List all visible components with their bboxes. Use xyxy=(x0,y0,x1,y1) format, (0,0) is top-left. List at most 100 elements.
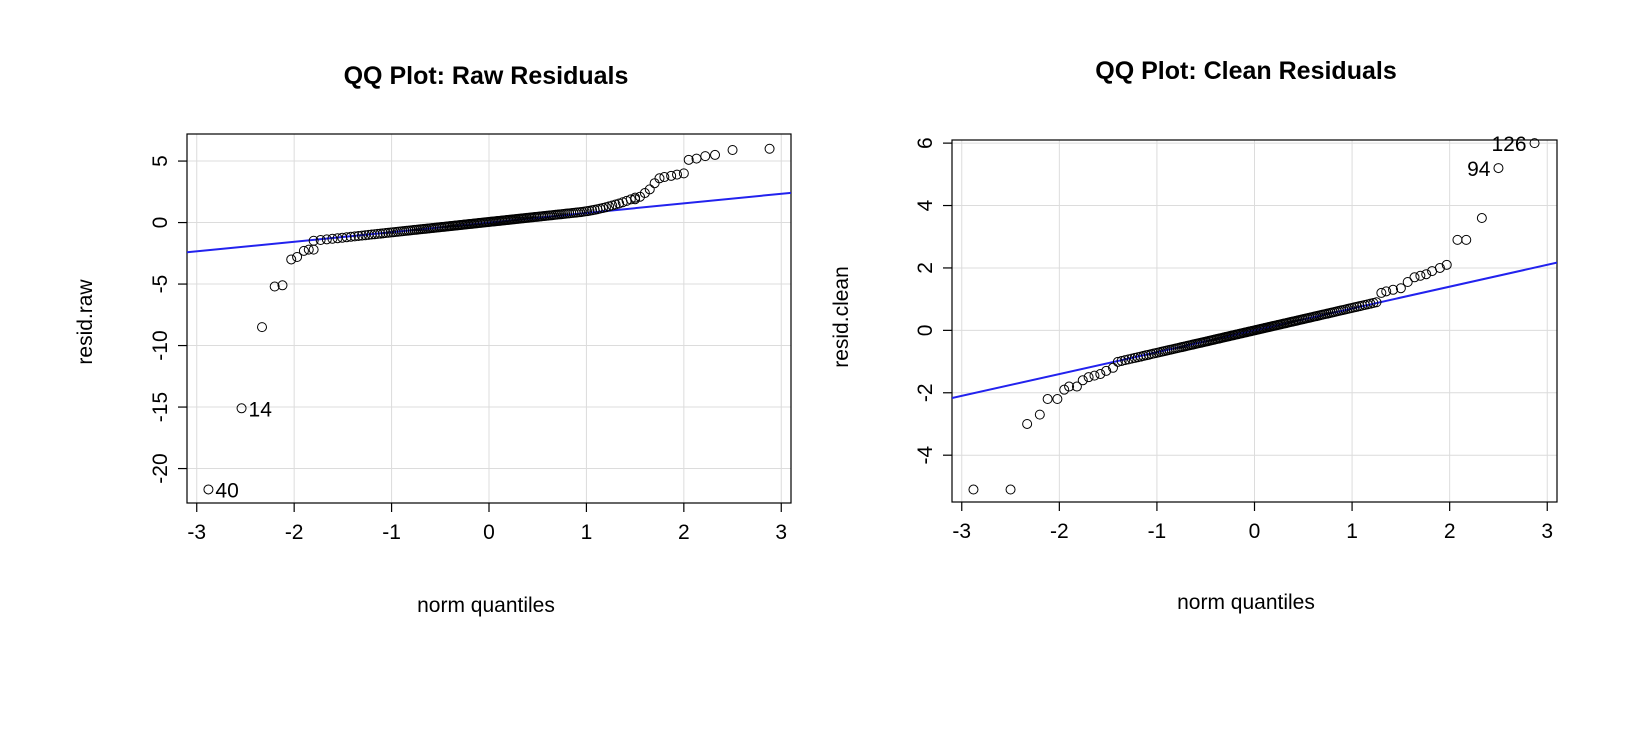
point-label: 40 xyxy=(215,479,238,502)
chart-clean-residuals: QQ Plot: Clean Residuals norm quantiles … xyxy=(830,57,1558,614)
data-point xyxy=(298,245,309,256)
data-point xyxy=(678,168,689,179)
data-point xyxy=(369,229,380,240)
data-point xyxy=(303,244,314,255)
data-point xyxy=(764,143,775,154)
data-point xyxy=(625,194,636,205)
data-point xyxy=(341,232,352,243)
x-tick-label: -2 xyxy=(285,521,304,544)
y-tick-label: -4 xyxy=(914,446,937,465)
data-point xyxy=(1415,270,1426,281)
data-point xyxy=(203,484,214,495)
data-point xyxy=(1434,262,1445,273)
data-point xyxy=(286,254,297,265)
y-tick-label: 4 xyxy=(914,199,937,211)
data-point xyxy=(372,228,383,239)
chart-raw-residuals: QQ Plot: Raw Residuals norm quantiles re… xyxy=(74,62,792,617)
data-point xyxy=(1409,272,1420,283)
data-point xyxy=(1071,381,1082,392)
x-tick-label: 1 xyxy=(581,521,593,544)
data-point xyxy=(1441,259,1452,270)
data-point xyxy=(349,231,360,242)
data-point xyxy=(666,170,677,181)
data-point xyxy=(1059,384,1070,395)
data-point xyxy=(968,484,979,495)
y-axis-label: resid.raw xyxy=(74,279,97,365)
x-tick-label: 1 xyxy=(1346,520,1358,543)
x-tick-label: 0 xyxy=(483,521,495,544)
y-tick-label: -20 xyxy=(149,453,172,483)
data-point xyxy=(292,252,303,262)
data-point xyxy=(1042,394,1053,405)
data-point xyxy=(1083,372,1094,383)
data-point xyxy=(277,280,288,291)
data-point xyxy=(672,169,683,180)
data-point xyxy=(727,144,738,155)
data-point xyxy=(1022,418,1033,429)
data-point xyxy=(1112,356,1123,367)
y-tick-label: 0 xyxy=(914,325,937,337)
data-point xyxy=(1052,394,1063,405)
y-tick-label: 5 xyxy=(149,155,172,167)
x-tick-label: 3 xyxy=(1541,520,1553,543)
data-point xyxy=(1395,283,1406,294)
data-point xyxy=(1452,234,1463,245)
data-point xyxy=(1476,213,1487,224)
data-point xyxy=(315,235,326,246)
data-point xyxy=(356,230,367,241)
y-tick-label: -15 xyxy=(149,392,172,422)
y-tick-label: 2 xyxy=(914,262,937,274)
x-tick-label: 3 xyxy=(775,521,787,544)
data-point xyxy=(375,228,386,239)
y-tick-label: 6 xyxy=(914,137,937,149)
data-point xyxy=(683,154,694,165)
data-point xyxy=(327,233,338,244)
data-point xyxy=(710,149,721,160)
data-point xyxy=(257,322,268,333)
x-tick-label: -1 xyxy=(1148,520,1167,543)
data-point xyxy=(1402,276,1413,287)
data-point xyxy=(644,184,655,195)
x-tick-label: -3 xyxy=(952,520,971,543)
data-point xyxy=(1064,381,1075,392)
x-tick-label: -3 xyxy=(187,521,206,544)
x-axis-label: norm quantiles xyxy=(417,594,555,617)
data-point xyxy=(1095,369,1106,380)
point-label: 94 xyxy=(1467,158,1491,181)
x-tick-label: 0 xyxy=(1249,520,1261,543)
data-point xyxy=(659,172,670,183)
x-tick-label: -2 xyxy=(1050,520,1069,543)
data-point xyxy=(1077,375,1088,386)
data-point xyxy=(1388,284,1399,295)
data-point xyxy=(1461,234,1472,245)
data-point xyxy=(308,244,319,255)
data-point xyxy=(1529,138,1540,149)
x-tick-label: 2 xyxy=(678,521,690,544)
data-point xyxy=(1089,370,1100,381)
data-point xyxy=(1108,362,1119,373)
data-point xyxy=(236,403,247,414)
y-tick-label: 0 xyxy=(149,217,172,229)
data-point xyxy=(1101,365,1112,376)
x-tick-label: -1 xyxy=(382,521,401,544)
data-point xyxy=(1034,409,1045,420)
x-tick-label: 2 xyxy=(1444,520,1456,543)
data-point xyxy=(1376,287,1387,298)
chart-title: QQ Plot: Raw Residuals xyxy=(344,62,629,90)
data-point xyxy=(630,194,641,205)
data-point xyxy=(1493,163,1504,174)
x-axis-label: norm quantiles xyxy=(1177,591,1315,614)
data-point xyxy=(700,151,711,162)
y-tick-label: -5 xyxy=(149,275,172,294)
data-point xyxy=(1120,355,1131,366)
data-point xyxy=(345,231,356,242)
data-point xyxy=(654,173,665,184)
y-axis-label: resid.clean xyxy=(830,266,853,368)
data-point xyxy=(649,178,660,189)
data-point xyxy=(321,234,332,245)
data-point xyxy=(1116,355,1127,366)
data-point xyxy=(1005,484,1016,495)
